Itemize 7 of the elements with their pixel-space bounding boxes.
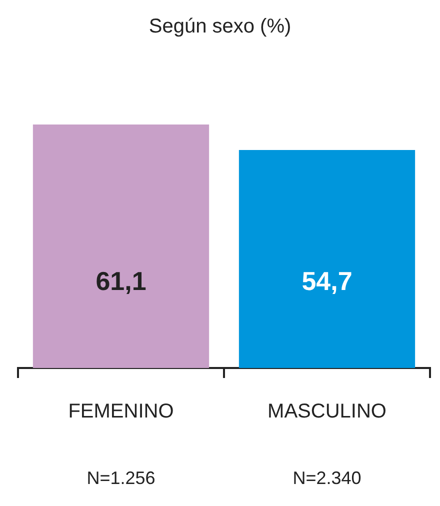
chart-title: Según sexo (%): [148, 16, 292, 38]
data-label: 54,7: [302, 266, 352, 296]
text: N=2.340: [292, 468, 362, 488]
text: N=1.256: [86, 468, 156, 488]
data-label: 61,1: [96, 266, 146, 296]
x-tick-label: MASCULINO: [268, 400, 386, 423]
x-tick-label: FEMENINO: [68, 400, 174, 423]
